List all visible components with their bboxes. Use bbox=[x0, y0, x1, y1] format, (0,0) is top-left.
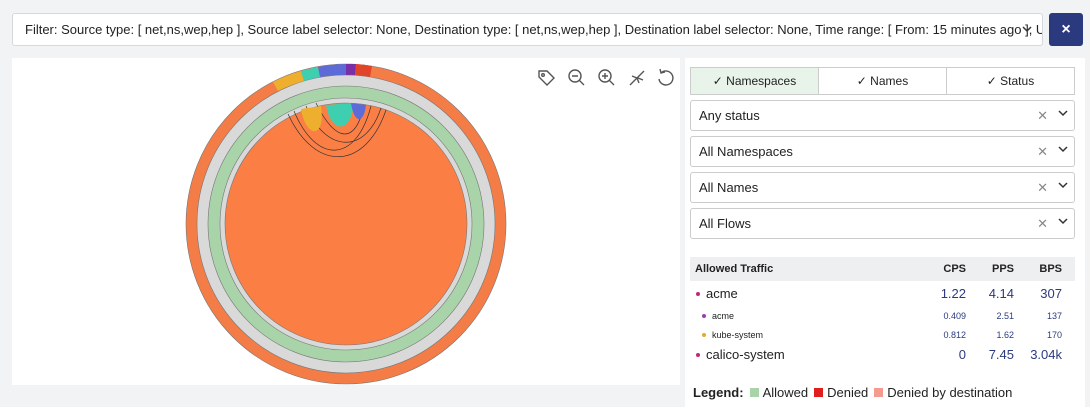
header-cell: CPS bbox=[943, 263, 966, 275]
table-cell: acme bbox=[706, 286, 738, 301]
legend-swatch bbox=[814, 388, 824, 397]
chord bbox=[287, 102, 387, 157]
table-cell: 170 bbox=[1046, 330, 1062, 340]
table-cell: 7.45 bbox=[988, 347, 1014, 362]
legend-title: Legend: bbox=[693, 385, 744, 400]
chevron bbox=[1058, 146, 1068, 153]
table-cell: 3.04k bbox=[1030, 347, 1062, 362]
zoom-in-icon[interactable] bbox=[598, 69, 615, 86]
select-text: All Flows bbox=[699, 216, 752, 231]
row-dot bbox=[696, 292, 700, 296]
select[interactable]: All Flows ✕ bbox=[690, 208, 1075, 239]
chevron bbox=[1058, 110, 1068, 117]
clear-icon[interactable]: ✕ bbox=[1037, 216, 1048, 231]
tag-icon[interactable] bbox=[538, 70, 555, 86]
select-text: Any status bbox=[699, 108, 760, 123]
table-cell: 137 bbox=[1046, 311, 1062, 321]
select-text: All Names bbox=[699, 180, 759, 195]
chevron bbox=[1058, 182, 1068, 189]
table-cell: 0.409 bbox=[943, 311, 966, 321]
close-button[interactable]: × bbox=[1049, 13, 1083, 46]
table-cell: acme bbox=[712, 311, 735, 321]
clear-icon[interactable]: ✕ bbox=[1037, 108, 1048, 123]
legend: Legend: Allowed Denied Denied by destinatio… bbox=[693, 385, 1012, 401]
arc bbox=[355, 64, 372, 77]
row-dot bbox=[702, 333, 706, 337]
table-cell: kube-system bbox=[712, 330, 764, 340]
filter-text: Filter: Source type: [ net,ns,wep,hep ],… bbox=[25, 22, 1043, 37]
chart-panel bbox=[12, 58, 680, 385]
reset-icon[interactable] bbox=[658, 68, 674, 86]
table-row: calico-system 0 7.45 3.04k bbox=[690, 345, 1075, 365]
filter-bar[interactable]: Filter: Source type: [ net,ns,wep,hep ],… bbox=[12, 13, 1043, 46]
table-cell: 0.812 bbox=[943, 330, 966, 340]
select[interactable]: All Namespaces ✕ bbox=[690, 136, 1075, 167]
legend-label: Allowed bbox=[762, 385, 809, 400]
row-dot bbox=[702, 314, 706, 318]
chord bbox=[326, 103, 354, 127]
inner-node bbox=[224, 102, 468, 346]
collapse-icon[interactable] bbox=[629, 70, 645, 86]
arc bbox=[273, 71, 304, 91]
legend-swatch bbox=[874, 388, 884, 397]
table-header: Allowed Traffic CPS PPS BPS bbox=[690, 257, 1075, 281]
zoom-out-icon[interactable] bbox=[568, 69, 585, 86]
chevron bbox=[1022, 26, 1032, 33]
row-dot bbox=[696, 353, 700, 357]
legend-label: Denied bbox=[827, 385, 869, 400]
table-cell: 307 bbox=[1040, 286, 1062, 301]
chord bbox=[351, 103, 366, 120]
chord-diagram bbox=[185, 63, 674, 385]
arc bbox=[346, 63, 356, 75]
tab[interactable]: ✓ Names bbox=[818, 67, 947, 95]
table-cell: 0 bbox=[958, 347, 966, 362]
header-cell: Allowed Traffic bbox=[695, 263, 774, 275]
table-row: acme 0.409 2.51 137 bbox=[690, 306, 1075, 326]
arc bbox=[318, 64, 346, 77]
table-row: acme 1.22 4.14 307 bbox=[690, 284, 1075, 304]
table-cell: calico-system bbox=[706, 347, 785, 362]
arc bbox=[301, 67, 320, 81]
legend-label: Denied by destination bbox=[887, 385, 1013, 400]
header-cell: PPS bbox=[991, 263, 1014, 275]
legend-swatch bbox=[749, 388, 759, 397]
table-cell: 1.22 bbox=[940, 286, 966, 301]
tab[interactable]: ✓ Status bbox=[946, 67, 1075, 95]
chevron bbox=[1058, 218, 1068, 225]
table-cell: 2.51 bbox=[996, 311, 1014, 321]
table-cell: 4.14 bbox=[988, 286, 1014, 301]
clear-icon[interactable]: ✕ bbox=[1037, 180, 1048, 195]
select-text: All Namespaces bbox=[699, 144, 793, 159]
header-cell: BPS bbox=[1039, 263, 1062, 275]
select[interactable]: All Names ✕ bbox=[690, 172, 1075, 203]
table-cell: 1.62 bbox=[996, 330, 1014, 340]
select[interactable]: Any status ✕ bbox=[690, 100, 1075, 131]
tab[interactable]: ✓ Namespaces bbox=[690, 67, 819, 95]
clear-icon[interactable]: ✕ bbox=[1037, 144, 1048, 159]
table-row: kube-system 0.812 1.62 170 bbox=[690, 325, 1075, 345]
chord bbox=[301, 106, 322, 132]
